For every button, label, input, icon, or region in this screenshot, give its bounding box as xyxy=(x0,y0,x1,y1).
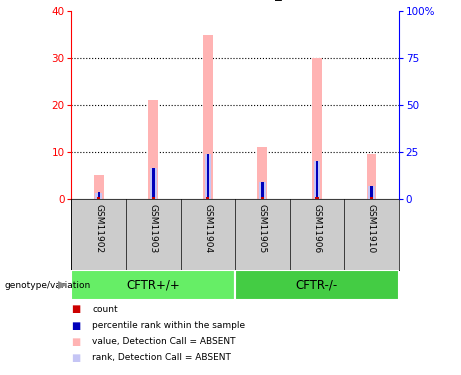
Bar xyxy=(206,197,209,199)
Bar xyxy=(205,154,211,199)
Bar xyxy=(97,197,100,199)
Bar xyxy=(152,197,155,199)
Bar xyxy=(148,100,158,199)
Bar xyxy=(71,270,235,300)
Bar xyxy=(150,168,157,199)
Bar xyxy=(366,154,376,199)
Bar xyxy=(95,193,102,199)
Text: ■: ■ xyxy=(71,337,81,346)
Text: GSM11902: GSM11902 xyxy=(94,204,103,254)
Bar xyxy=(312,58,322,199)
Text: percentile rank within the sample: percentile rank within the sample xyxy=(92,321,245,330)
Bar xyxy=(258,147,267,199)
Text: genotype/variation: genotype/variation xyxy=(5,280,91,290)
Text: ■: ■ xyxy=(71,353,81,363)
Bar xyxy=(261,197,264,199)
Text: GSM11910: GSM11910 xyxy=(367,204,376,254)
Text: CFTR+/+: CFTR+/+ xyxy=(126,279,180,291)
Bar xyxy=(370,186,372,199)
Text: ■: ■ xyxy=(71,321,81,330)
Text: ▶: ▶ xyxy=(59,280,67,290)
Bar xyxy=(370,197,373,199)
Bar xyxy=(152,168,154,199)
Bar xyxy=(261,182,264,199)
Bar xyxy=(235,270,399,300)
Text: GSM11903: GSM11903 xyxy=(149,204,158,254)
Text: count: count xyxy=(92,305,118,314)
Bar xyxy=(259,182,266,199)
Text: value, Detection Call = ABSENT: value, Detection Call = ABSENT xyxy=(92,337,236,346)
Text: ■: ■ xyxy=(71,304,81,314)
Bar xyxy=(315,197,319,199)
Text: CFTR-/-: CFTR-/- xyxy=(296,279,338,291)
Text: GSM11905: GSM11905 xyxy=(258,204,267,254)
Bar xyxy=(98,192,100,199)
Bar xyxy=(368,186,375,199)
Bar xyxy=(203,35,213,199)
Text: rank, Detection Call = ABSENT: rank, Detection Call = ABSENT xyxy=(92,353,231,362)
Bar xyxy=(94,176,104,199)
Text: GSM11904: GSM11904 xyxy=(203,204,213,254)
Text: GSM11906: GSM11906 xyxy=(313,204,321,254)
Bar xyxy=(316,161,318,199)
Bar xyxy=(207,154,209,199)
Bar xyxy=(313,161,320,199)
